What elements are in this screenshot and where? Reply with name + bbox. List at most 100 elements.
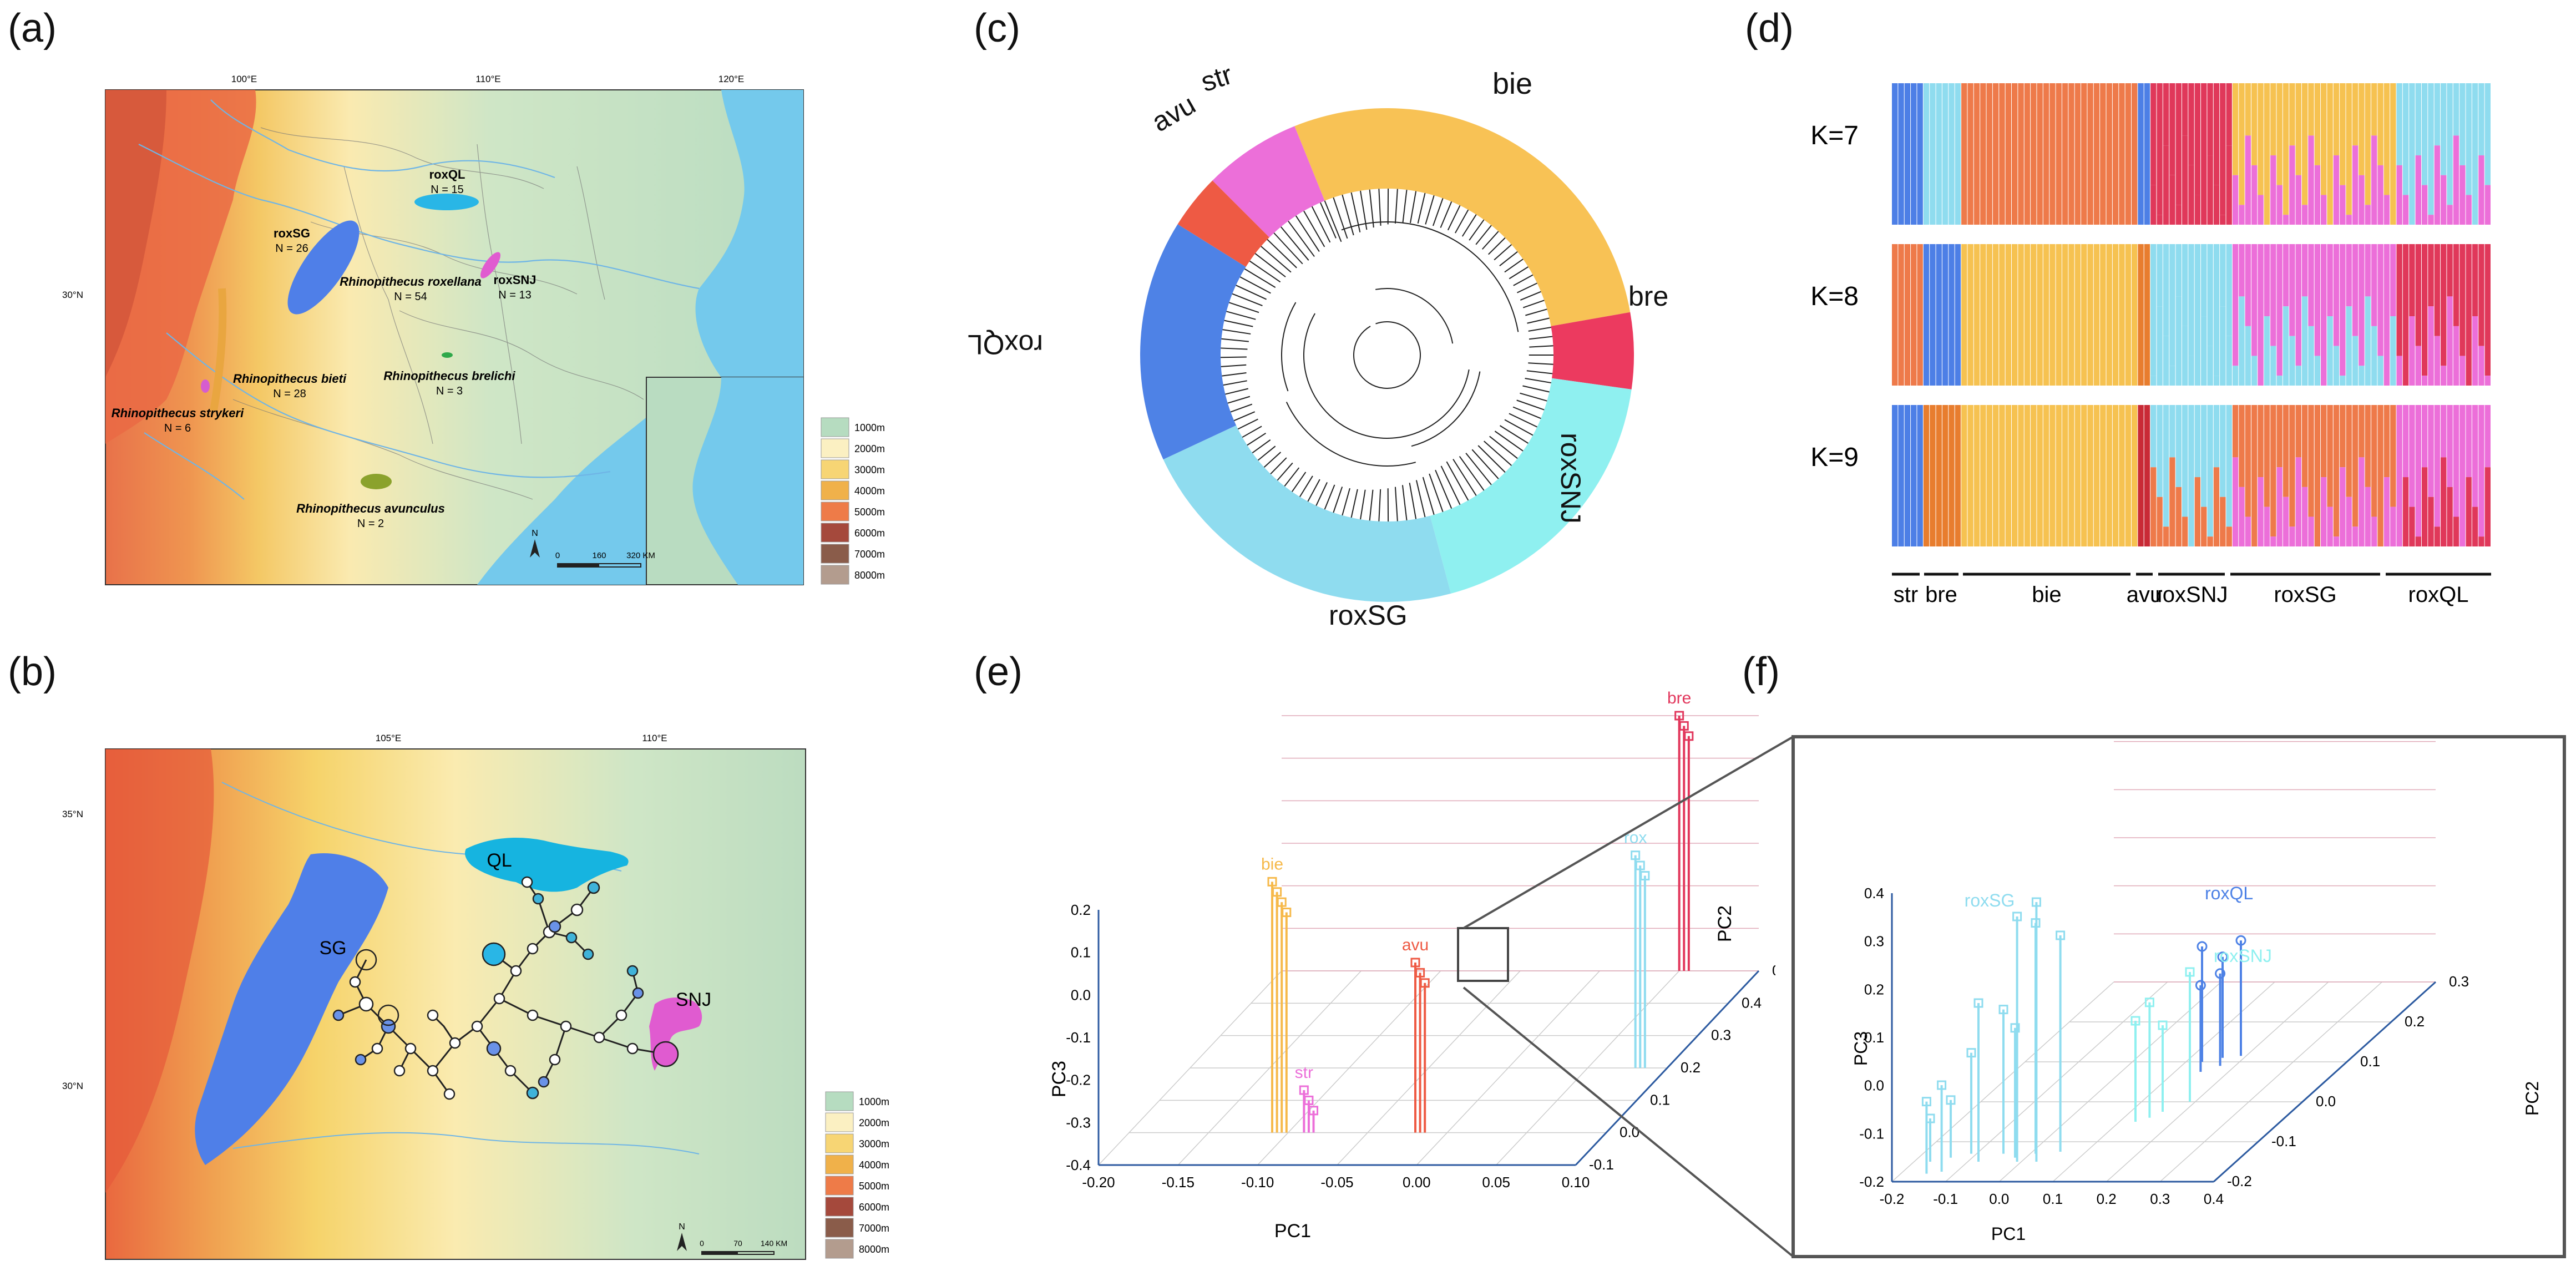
lon-tick-110: 110°E xyxy=(475,74,500,84)
rivers-a xyxy=(138,99,700,500)
admix-bar xyxy=(2207,405,2213,537)
admix-bar xyxy=(2213,244,2220,376)
admix-bar-mix xyxy=(2327,316,2333,386)
admix-bar-mix xyxy=(2264,507,2270,546)
tree-branch xyxy=(1239,276,1271,294)
admix-bar-mix xyxy=(2258,477,2264,546)
species-strykeri-n: N = 6 xyxy=(164,422,191,434)
admix-bar-mix xyxy=(2182,326,2188,386)
admix-bar xyxy=(2005,405,2011,546)
admix-bar xyxy=(2478,244,2484,346)
admix-bar xyxy=(2182,83,2188,136)
admix-bar-mix xyxy=(2359,175,2365,225)
legend-swatch xyxy=(825,1112,854,1132)
admix-bar-mix xyxy=(2169,366,2175,386)
tree-branch xyxy=(1277,462,1293,481)
admix-bar xyxy=(2138,83,2144,225)
admix-bar xyxy=(2459,83,2466,165)
admix-bar-mix xyxy=(2402,195,2409,225)
admix-bar xyxy=(2220,83,2226,215)
admix-bar-mix xyxy=(2359,457,2365,546)
admix-bar xyxy=(2390,405,2396,507)
pcaf-point-roxSG xyxy=(1946,1095,1956,1105)
group-bie: bie xyxy=(2032,583,2061,607)
admix-bar-mix xyxy=(2207,155,2213,225)
tree-branch xyxy=(1223,380,1247,386)
admix-bar xyxy=(2308,244,2314,326)
tree-branch xyxy=(1333,197,1348,239)
legend-swatch xyxy=(821,523,849,543)
tree-branch xyxy=(1520,392,1547,402)
lon-tick-120: 120°E xyxy=(718,74,745,84)
admix-bar xyxy=(1980,83,1986,225)
admix-bar xyxy=(2056,83,2062,225)
tree-branch xyxy=(1465,453,1492,485)
admix-bar-mix xyxy=(2377,165,2383,225)
admix-bar-mix xyxy=(2434,336,2441,386)
tree-branch xyxy=(1525,308,1547,316)
admix-bar xyxy=(1955,83,1961,225)
admix-bar-mix xyxy=(2157,215,2163,225)
admix-bar xyxy=(1942,244,1949,386)
y-tick: 0.0 xyxy=(1620,1124,1639,1141)
admix-bar xyxy=(2365,405,2371,487)
group-bre: bre xyxy=(1925,583,1957,607)
admix-bar xyxy=(1949,405,1955,546)
tree-branch xyxy=(1526,370,1553,374)
admix-bar xyxy=(2087,405,2093,546)
admix-bar xyxy=(2321,244,2327,386)
legend-swatch xyxy=(821,565,849,585)
pca-label-bre: bre xyxy=(1667,689,1691,707)
admix-bar-mix xyxy=(2251,356,2258,386)
admix-bar xyxy=(2383,83,2390,195)
roxSG-label: roxSG xyxy=(274,226,310,240)
scale-bar-b: 0 70 140 KM xyxy=(700,1239,787,1255)
tree-branch xyxy=(1229,302,1259,313)
admix-bar xyxy=(1992,244,1999,386)
admix-bar xyxy=(2377,83,2383,165)
admix-bar-mix xyxy=(2289,145,2295,225)
admix-bar xyxy=(2163,405,2169,527)
admix-bar-mix xyxy=(2308,135,2314,225)
tree-branch xyxy=(1517,282,1537,293)
admix-bar xyxy=(1923,405,1930,546)
admix-bar-mix xyxy=(2434,145,2441,225)
admix-bar xyxy=(2188,244,2194,356)
admix-bar-mix xyxy=(2484,467,2491,546)
admix-bar xyxy=(2415,405,2421,537)
admix-bar xyxy=(2295,405,2301,458)
admix-bar xyxy=(2340,405,2346,468)
admix-bar xyxy=(2062,244,2068,386)
admix-bar xyxy=(1942,83,1949,225)
admix-bar xyxy=(2371,83,2377,136)
admix-bar xyxy=(2441,83,2447,175)
admix-bar xyxy=(2220,244,2226,307)
admix-bar-mix xyxy=(2409,316,2415,386)
admix-bar-mix xyxy=(2232,457,2239,546)
admix-bar xyxy=(2226,83,2232,146)
admix-bar xyxy=(2125,405,2131,546)
admix-bar xyxy=(1917,244,1923,386)
admix-bar-mix xyxy=(2239,205,2245,225)
tree-branch xyxy=(1527,317,1550,324)
admix-bar xyxy=(2434,244,2441,336)
x-tick: 0.1 xyxy=(2043,1191,2063,1207)
admix-bar-mix xyxy=(2239,487,2245,546)
admix-bar-mix xyxy=(2289,336,2295,386)
admix-bar-mix xyxy=(2150,467,2157,546)
pca-e-xlabel: PC1 xyxy=(1274,1221,1311,1242)
admix-bar xyxy=(1930,405,1936,546)
admix-bar xyxy=(2081,405,2087,546)
admix-bar xyxy=(2106,244,2112,386)
tree-branch xyxy=(1481,231,1499,250)
admix-bar xyxy=(2207,244,2213,346)
admix-bar-mix xyxy=(2188,165,2194,225)
map-b: 105°E 110°E 35°N 30°N SG QL SNJ xyxy=(62,733,806,1260)
admix-bar xyxy=(2251,405,2258,546)
tree-branch xyxy=(1477,445,1506,473)
x-tick: -0.1 xyxy=(1933,1191,1958,1207)
admix-bar-mix xyxy=(2466,195,2472,225)
pcaf-point-roxSNJ xyxy=(2158,1020,2168,1030)
clade-bie-label: bie xyxy=(1492,67,1533,100)
admix-bar xyxy=(2119,83,2125,225)
